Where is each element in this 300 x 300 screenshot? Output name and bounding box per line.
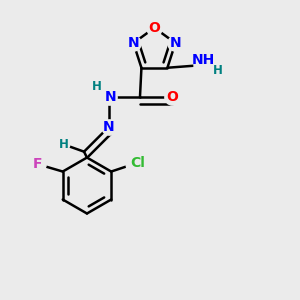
Text: N: N (169, 36, 181, 50)
Text: H: H (92, 80, 102, 92)
Text: Cl: Cl (130, 156, 145, 170)
Text: NH: NH (192, 53, 215, 68)
Text: N: N (105, 90, 116, 104)
Text: N: N (128, 36, 139, 50)
Text: O: O (148, 21, 160, 35)
Text: H: H (58, 138, 68, 151)
Text: O: O (167, 90, 178, 104)
Text: H: H (212, 64, 222, 76)
Text: N: N (103, 120, 115, 134)
Text: F: F (33, 157, 43, 171)
